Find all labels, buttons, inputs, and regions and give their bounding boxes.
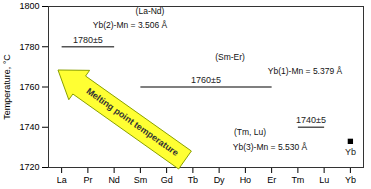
svg-text:(Sm-Er): (Sm-Er) bbox=[215, 52, 245, 62]
svg-text:1800: 1800 bbox=[19, 1, 39, 11]
svg-text:Yb: Yb bbox=[345, 175, 356, 185]
svg-text:Pr: Pr bbox=[83, 175, 92, 185]
svg-text:1760: 1760 bbox=[19, 82, 39, 92]
svg-text:Yb: Yb bbox=[345, 147, 356, 157]
svg-text:Sm: Sm bbox=[134, 175, 148, 185]
svg-text:1720: 1720 bbox=[19, 162, 39, 172]
svg-text:Lu: Lu bbox=[319, 175, 329, 185]
svg-text:1740±5: 1740±5 bbox=[296, 115, 326, 125]
svg-text:Dy: Dy bbox=[214, 175, 225, 185]
svg-text:Tb: Tb bbox=[188, 175, 199, 185]
svg-text:La: La bbox=[57, 175, 67, 185]
svg-text:(Tm, Lu): (Tm, Lu) bbox=[234, 127, 266, 137]
svg-text:Temperature, °C: Temperature, °C bbox=[2, 54, 12, 120]
svg-text:1780±5: 1780±5 bbox=[73, 35, 103, 45]
svg-text:Tm: Tm bbox=[291, 175, 304, 185]
svg-text:Melting point temperature: Melting point temperature bbox=[84, 86, 180, 158]
svg-text:Ho: Ho bbox=[240, 175, 252, 185]
svg-text:Gd: Gd bbox=[161, 175, 173, 185]
svg-text:(La-Nd): (La-Nd) bbox=[136, 6, 165, 16]
svg-text:Yb(2)-Mn = 3.506 Å: Yb(2)-Mn = 3.506 Å bbox=[93, 20, 168, 30]
svg-text:Nd: Nd bbox=[108, 175, 120, 185]
svg-text:1780: 1780 bbox=[19, 42, 39, 52]
svg-text:1760±5: 1760±5 bbox=[191, 75, 221, 85]
svg-text:Yb(3)-Mn = 5.530 Å: Yb(3)-Mn = 5.530 Å bbox=[233, 142, 308, 152]
svg-text:Er: Er bbox=[267, 175, 276, 185]
svg-text:1740: 1740 bbox=[19, 122, 39, 132]
svg-text:Yb(1)-Mn = 5.379 Å: Yb(1)-Mn = 5.379 Å bbox=[268, 66, 343, 76]
